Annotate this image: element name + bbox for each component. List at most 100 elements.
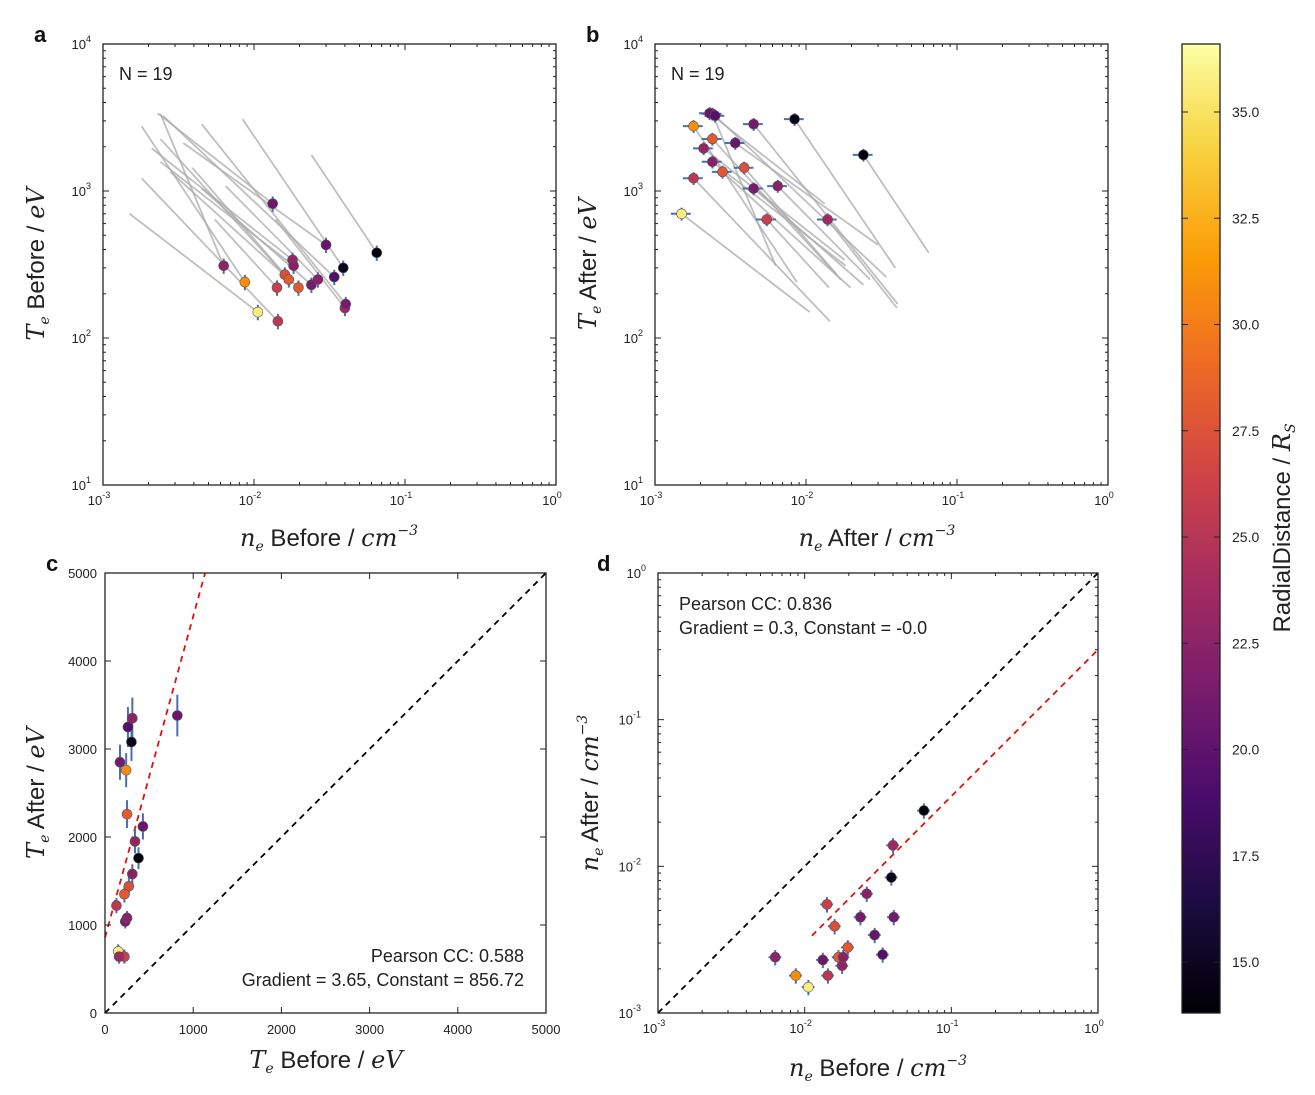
pair-line: [753, 187, 865, 286]
colorbar-tick-label: 22.5: [1232, 635, 1259, 651]
panel-d-error-bars: [768, 803, 930, 996]
data-point: [283, 274, 295, 285]
x-tick-label: 10-1: [942, 490, 964, 508]
y-tick-label: 103: [72, 181, 91, 199]
colorbar-tick-label: 32.5: [1232, 210, 1259, 226]
pair-line: [793, 118, 896, 269]
one-to-one-line: [657, 572, 1099, 1014]
y-tick-label: 100: [627, 563, 646, 581]
y-tick-label: 0: [90, 1006, 97, 1021]
pair-line: [711, 161, 847, 267]
x-tick-label: 0: [101, 1022, 108, 1037]
data-point: [688, 120, 699, 132]
data-point: [887, 840, 899, 851]
pair-line: [129, 213, 259, 313]
panel-a-error-bars: [222, 196, 378, 330]
x-tick-label: 4000: [443, 1022, 472, 1037]
panel-letter-d: d: [597, 551, 610, 576]
data-point: [789, 113, 800, 125]
data-point: [817, 954, 829, 966]
data-point: [888, 911, 900, 923]
panel-a-axes: [102, 43, 557, 486]
pair-line: [826, 218, 898, 309]
data-point: [218, 260, 230, 272]
panel-c-xlabel: Te Before / eV: [249, 1046, 405, 1077]
pair-line: [159, 113, 225, 267]
data-point: [822, 214, 833, 225]
data-point: [861, 888, 873, 900]
data-point: [717, 166, 728, 178]
y-tick-label: 3000: [68, 742, 97, 757]
data-point: [855, 911, 866, 923]
panel-letter-c: c: [46, 551, 58, 576]
data-point: [886, 872, 897, 883]
data-point: [676, 208, 687, 220]
data-point: [113, 951, 125, 962]
pair-line: [274, 218, 346, 309]
pair-line: [711, 113, 777, 267]
data-point: [371, 247, 383, 259]
data-point: [698, 143, 709, 154]
x-tick-label: 1000: [179, 1022, 208, 1037]
data-point: [121, 912, 133, 924]
colorbar-title: RadialDistance / RS: [1268, 423, 1299, 632]
data-point: [320, 239, 332, 251]
panel-b-axes: [654, 43, 1109, 486]
colorbar-ticks: 15.0 17.5 20.0 22.5 25.0 27.5 30.0 32.5 35.0: [1182, 104, 1259, 970]
data-point: [122, 721, 134, 733]
panel-c-ticks: 0 1000 2000 3000 4000 5000 0 1000 2000 3000 4000 50…: [68, 566, 560, 1037]
pair-line: [182, 142, 327, 246]
x-tick-label: 10-3: [640, 490, 662, 508]
panel-b-xlabel: ne After / cm−3: [799, 523, 956, 555]
pair-line: [721, 171, 852, 289]
pair-line: [692, 177, 831, 322]
colorbar-tick-label: 27.5: [1232, 423, 1259, 439]
panel-letter-a: a: [34, 22, 47, 47]
panel-c-axes: [104, 572, 547, 1014]
panel-d-fit-text: Gradient = 0.3, Constant = -0.0: [679, 618, 927, 638]
x-tick-label: 10-2: [239, 490, 261, 508]
data-point: [114, 756, 126, 768]
data-point: [869, 929, 880, 941]
y-tick-label: 103: [624, 181, 643, 199]
data-point: [877, 949, 888, 960]
pair-line: [200, 123, 347, 305]
panel-b-ylabel: Te After / eV: [574, 195, 605, 330]
pair-line: [162, 115, 335, 278]
y-tick-label: 1000: [68, 918, 97, 933]
panel-b-annotation: N = 19: [671, 64, 725, 84]
panel-c-points: [111, 710, 183, 962]
y-tick-label: 5000: [68, 566, 97, 581]
data-point: [790, 970, 802, 981]
panel-d-points: [769, 805, 930, 993]
data-point: [288, 260, 299, 272]
pair-line: [140, 125, 246, 283]
data-point: [729, 137, 741, 149]
y-tick-label: 2000: [68, 830, 97, 845]
y-tick-label: 101: [72, 475, 91, 493]
pair-line: [766, 218, 830, 289]
x-tick-label: 10-1: [390, 490, 412, 508]
data-point: [769, 951, 781, 963]
panel-b-pair-lines: [681, 112, 930, 322]
one-to-one-line: [104, 572, 547, 1014]
panel-d-reference-lines: [657, 572, 1099, 1014]
colorbar-tick-label: 35.0: [1232, 104, 1259, 120]
data-point: [239, 276, 251, 288]
pair-line: [151, 147, 294, 261]
pair-line: [169, 171, 300, 289]
x-tick-label: 10-3: [643, 1018, 665, 1036]
data-point: [340, 298, 352, 310]
data-point: [842, 942, 854, 953]
panel-d-axes: [657, 572, 1099, 1014]
data-point: [293, 282, 304, 293]
colorbar: 15.0 17.5 20.0 22.5 25.0 27.5 30.0 32.5 35.0 Rad…: [1181, 43, 1299, 1014]
x-tick-label: 100: [1084, 1018, 1103, 1036]
data-point: [267, 198, 279, 209]
y-tick-label: 10-1: [619, 710, 641, 728]
colorbar-tick-label: 17.5: [1232, 848, 1259, 864]
y-tick-label: 104: [624, 34, 643, 52]
data-point: [121, 808, 133, 820]
data-point: [252, 306, 264, 318]
